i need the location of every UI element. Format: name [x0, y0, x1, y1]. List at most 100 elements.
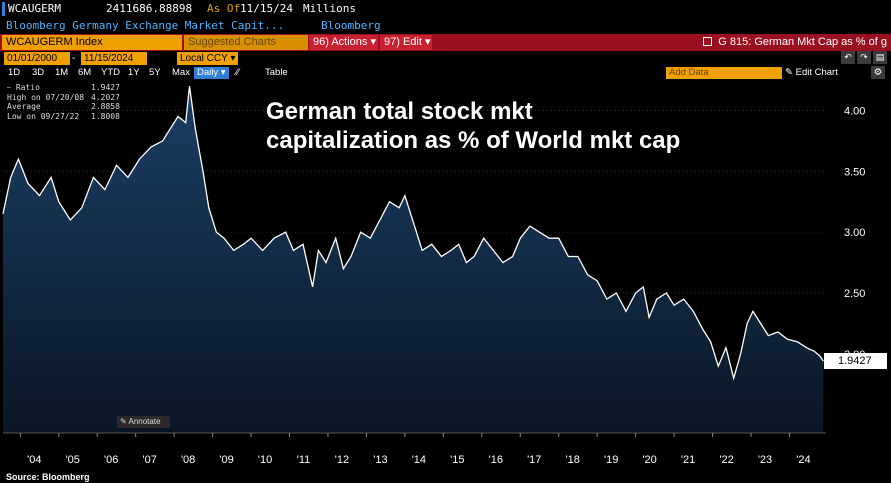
legend-low-row: Low on 09/27/22 1.8008: [7, 112, 120, 122]
date-range-bar: 01/01/2000 - 11/15/2024 Local CCY ▾ ↶ ↷ ▤: [0, 51, 891, 66]
annotate-button[interactable]: ✎ Annotate: [117, 416, 170, 428]
legend-high-value: 4.2027: [91, 92, 120, 102]
security-description[interactable]: Bloomberg Germany Exchange Market Capit.…: [6, 19, 285, 32]
series-area-fill: [3, 86, 824, 433]
pencil-icon: ✎: [785, 67, 793, 78]
legend-low-value: 1.8008: [91, 111, 120, 121]
legend-ratio-row[interactable]: ⎯ Ratio 1.9427: [7, 83, 120, 93]
x-axis: '04 '05 '06 '07 '08 '09 '10 '11 '12 '13 '14 '15 '16 '…: [3, 432, 826, 466]
legend-average-row: Average 2.8858: [7, 102, 120, 112]
y-axis: 2.002.503.003.504.00: [844, 105, 865, 360]
legend-ratio-value: 1.9427: [91, 83, 120, 92]
x-tick-label: '09: [219, 454, 233, 466]
x-tick-label: '08: [181, 454, 195, 466]
x-tick-label: '21: [681, 454, 695, 466]
x-tick-label: '13: [373, 454, 387, 466]
window-buttons: ↶ ↷ ▤: [839, 51, 887, 66]
period-tab-3d[interactable]: 3D: [32, 67, 45, 78]
x-tick-label: '10: [258, 454, 272, 466]
x-tick-label: '19: [604, 454, 618, 466]
x-tick-label: '06: [104, 454, 118, 466]
x-tick-label: '22: [719, 454, 733, 466]
x-tick-label: '18: [566, 454, 580, 466]
legend-average-label: Average: [7, 102, 41, 111]
x-tick-label: '16: [489, 454, 503, 466]
ticker-label[interactable]: WCAUGERM: [2, 2, 61, 16]
as-of-date: 11/15/24: [240, 2, 293, 15]
undo-icon[interactable]: ↶: [841, 51, 855, 64]
security-input[interactable]: WCAUGERM Index: [2, 35, 182, 50]
x-tick-label: '05: [66, 454, 80, 466]
period-tab-ytd[interactable]: YTD: [101, 67, 120, 78]
units-label: Millions: [303, 2, 356, 15]
x-tick-label: '11: [297, 454, 311, 466]
actions-menu-label: 96) Actions: [313, 36, 368, 48]
start-date-input[interactable]: 01/01/2000: [4, 52, 70, 65]
command-bar: WCAUGERM Index Suggested Charts 96) Acti…: [0, 34, 891, 51]
period-tab-1m[interactable]: 1M: [55, 67, 69, 78]
x-tick-label: '17: [527, 454, 541, 466]
table-toggle[interactable]: Table: [265, 67, 288, 78]
period-tab-6m[interactable]: 6M: [78, 67, 92, 78]
y-tick-label: 4.00: [844, 105, 865, 117]
chart-type-icon[interactable]: ▤: [873, 51, 887, 64]
x-tick-label: '12: [335, 454, 349, 466]
currency-label: Local CCY: [180, 53, 228, 64]
chart-type-line-icon[interactable]: ⁄⁄: [236, 67, 240, 78]
description-bar: Bloomberg Germany Exchange Market Capit.…: [0, 18, 891, 34]
add-data-input[interactable]: Add Data: [666, 67, 782, 79]
end-date-input[interactable]: 11/15/2024: [81, 52, 147, 65]
legend-ratio-label: Ratio: [15, 83, 40, 92]
as-of-label: As Of: [207, 2, 241, 15]
y-tick-label: 2.50: [844, 288, 865, 300]
pencil-icon: ✎: [120, 417, 129, 426]
legend-low-label: Low on 09/27/22: [7, 111, 80, 121]
x-tick-label: '15: [450, 454, 464, 466]
period-tab-1y[interactable]: 1Y: [128, 67, 140, 78]
x-tick-label: '14: [412, 454, 426, 466]
period-tab-5y[interactable]: 5Y: [149, 67, 161, 78]
edit-menu-label: 97) Edit: [384, 36, 422, 48]
legend-high-label: High on 07/20/08: [7, 92, 85, 102]
edit-chart-button[interactable]: ✎ Edit Chart: [785, 67, 838, 79]
range-separator: -: [72, 53, 76, 64]
x-tick-label: '24: [796, 454, 810, 466]
x-tick-label: '23: [758, 454, 772, 466]
frequency-label: Daily: [197, 67, 219, 78]
y-tick-label: 3.00: [844, 227, 865, 239]
chart-title-tab[interactable]: G 815: German Mkt Cap as % of g: [703, 35, 887, 50]
currency-select[interactable]: Local CCY ▾: [177, 52, 238, 65]
series-line-ratio[interactable]: [2, 86, 824, 381]
legend-line-icon: ⎯: [7, 83, 16, 92]
chevron-down-icon: ▾: [230, 53, 236, 64]
last-value-badge: 1.9427: [824, 353, 887, 370]
x-tick-label: '04: [27, 454, 41, 466]
chevron-down-icon: ▾: [424, 36, 431, 48]
period-tabs-bar: 1D 3D 1M 6M YTD 1Y 5Y Max Daily ▾ ⁄⁄ Tab…: [0, 66, 891, 80]
source-note: Source: Bloomberg: [6, 472, 90, 482]
edit-menu-button[interactable]: 97) Edit ▾: [380, 35, 432, 50]
suggested-charts-button[interactable]: Suggested Charts: [184, 35, 308, 50]
export-icon: [703, 37, 713, 46]
gear-icon[interactable]: ⚙: [871, 66, 885, 79]
redo-icon[interactable]: ↷: [857, 51, 871, 64]
data-source-label[interactable]: Bloomberg: [321, 19, 381, 32]
y-tick-label: 3.50: [844, 166, 865, 178]
chevron-down-icon: ▾: [220, 67, 226, 78]
last-value-label: 2411686.88898: [106, 2, 193, 15]
actions-menu-button[interactable]: 96) Actions ▾: [309, 35, 378, 50]
period-tab-1d[interactable]: 1D: [8, 67, 21, 78]
chevron-down-icon: ▾: [370, 36, 377, 48]
chart-headline: German total stock mkt capitalization as…: [266, 98, 681, 154]
chart-title-label: G 815: German Mkt Cap as % of g: [718, 36, 887, 48]
legend-average-value: 2.8858: [91, 102, 120, 111]
security-header-bar: WCAUGERM 2411686.88898 As Of 11/15/24 Mi…: [0, 0, 891, 18]
period-tab-max[interactable]: Max: [172, 67, 190, 78]
frequency-select[interactable]: Daily ▾: [194, 67, 229, 79]
x-tick-label: '20: [642, 454, 656, 466]
legend-high-row: High on 07/20/08 4.2027: [7, 93, 120, 103]
x-tick-label: '07: [143, 454, 157, 466]
edit-chart-label: Edit Chart: [795, 67, 838, 78]
annotate-label: Annotate: [128, 417, 161, 426]
chart-legend: ⎯ Ratio 1.9427 High on 07/20/08 4.2027 Ave…: [7, 83, 120, 121]
